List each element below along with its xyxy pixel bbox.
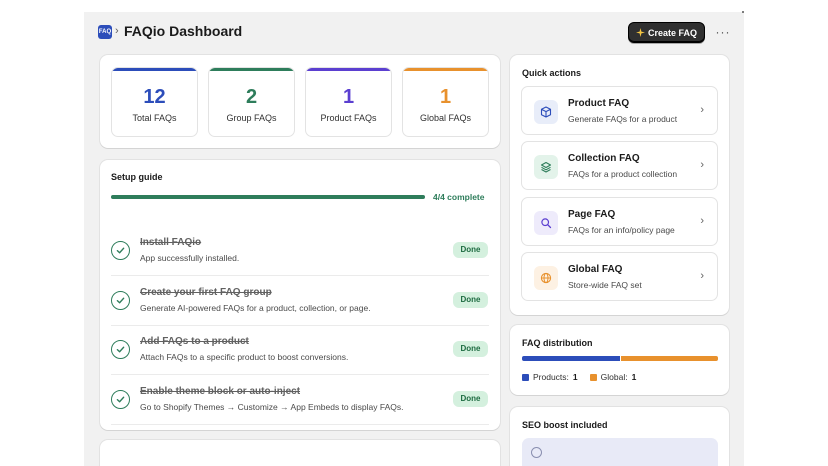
decorative-dot	[742, 11, 744, 13]
globe-icon	[534, 266, 558, 290]
divider	[111, 325, 489, 326]
app-frame: FAQ › FAQio Dashboard Create FAQ ··· 12 …	[84, 12, 744, 466]
box-icon	[534, 100, 558, 124]
stat-value: 12	[143, 86, 166, 108]
info-icon	[531, 447, 542, 458]
stats-card: 12 Total FAQs 2 Group FAQs 1 Product FAQ…	[100, 55, 500, 148]
quick-action-collection-faq[interactable]: Collection FAQ FAQs for a product collec…	[521, 141, 718, 190]
create-faq-label: Create FAQ	[647, 27, 698, 38]
next-card	[100, 440, 500, 466]
setup-guide-card: Setup guide 4/4 complete Install FAQio A…	[100, 160, 500, 430]
check-circle-icon	[111, 241, 130, 260]
distribution-segment-global	[620, 356, 718, 361]
quick-action-description: FAQs for an info/policy page	[568, 225, 675, 235]
setup-step[interactable]: Add FAQs to a product Attach FAQs to a s…	[111, 325, 489, 375]
legend-value: 1	[572, 372, 578, 382]
setup-step-title: Add FAQs to a product	[140, 336, 249, 347]
setup-progress-label: 4/4 complete	[433, 192, 485, 202]
app-logo-icon: FAQ	[98, 25, 112, 39]
stat-label: Total FAQs	[132, 113, 177, 123]
status-badge: Done	[453, 341, 488, 357]
check-circle-icon	[111, 340, 130, 359]
check-circle-icon	[111, 390, 130, 409]
legend-label: Products:	[533, 372, 569, 382]
top-bar: FAQ › FAQio Dashboard Create FAQ ···	[84, 12, 744, 52]
setup-progress-fill	[111, 195, 425, 199]
stat-accent-bar	[306, 68, 391, 71]
legend-label: Global:	[600, 372, 628, 382]
more-actions-button[interactable]: ···	[715, 25, 731, 39]
distribution-segment-products	[522, 356, 620, 361]
quick-action-description: FAQs for a product collection	[568, 169, 678, 179]
create-faq-button[interactable]: Create FAQ	[628, 22, 705, 43]
quick-action-name: Product FAQ	[568, 98, 630, 109]
quick-action-description: Store-wide FAQ set	[568, 280, 642, 290]
setup-progress-bar	[111, 195, 425, 199]
stat-label: Global FAQs	[419, 113, 472, 123]
stat-global-faqs: 1 Global FAQs	[402, 67, 489, 137]
chevron-right-icon: ›	[700, 270, 704, 282]
quick-action-global-faq[interactable]: Global FAQ Store-wide FAQ set ›	[521, 252, 718, 301]
stat-accent-bar	[209, 68, 294, 71]
layers-icon	[534, 155, 558, 179]
setup-step[interactable]: Install FAQio App successfully installed…	[111, 226, 489, 276]
seo-boost-card: SEO boost included	[510, 407, 729, 466]
faq-distribution-card: FAQ distribution Products: 1 Global: 1	[510, 325, 729, 395]
stat-label: Group FAQs	[226, 113, 277, 123]
quick-action-name: Global FAQ	[568, 264, 623, 275]
stat-value: 1	[439, 86, 452, 108]
quick-action-name: Collection FAQ	[568, 153, 640, 164]
faq-distribution-title: FAQ distribution	[522, 338, 593, 348]
stat-value: 1	[342, 86, 355, 108]
chevron-right-icon: ›	[700, 159, 704, 171]
stat-total-faqs: 12 Total FAQs	[111, 67, 198, 137]
setup-step-description: Generate AI-powered FAQs for a product, …	[140, 303, 371, 313]
stat-product-faqs: 1 Product FAQs	[305, 67, 392, 137]
setup-step[interactable]: Enable theme block or auto-inject Go to …	[111, 375, 489, 425]
setup-step-title: Create your first FAQ group	[140, 287, 272, 298]
seo-boost-title: SEO boost included	[522, 420, 608, 430]
stat-accent-bar	[112, 68, 197, 71]
legend-swatch	[522, 373, 529, 381]
divider	[111, 275, 489, 276]
divider	[111, 424, 489, 425]
chevron-right-icon: ›	[700, 104, 704, 116]
legend-swatch	[589, 373, 597, 381]
sparkle-icon	[635, 28, 645, 37]
check-circle-icon	[111, 291, 130, 310]
setup-step-description: App successfully installed.	[140, 253, 240, 263]
legend-item-global: Global: 1	[589, 372, 637, 382]
setup-step-description: Go to Shopify Themes → Customize → App E…	[140, 402, 404, 412]
stat-label: Product FAQs	[320, 113, 377, 123]
status-badge: Done	[453, 292, 488, 308]
stat-group-faqs: 2 Group FAQs	[208, 67, 295, 137]
legend-item-products: Products: 1	[522, 372, 578, 382]
breadcrumb-chevron-icon: ›	[115, 25, 119, 37]
seo-info-panel	[522, 438, 718, 466]
quick-actions-card: Quick actions Product FAQ Generate FAQs …	[510, 55, 729, 315]
divider	[111, 374, 489, 375]
setup-guide-title: Setup guide	[111, 172, 163, 182]
search-icon	[534, 211, 558, 235]
quick-action-description: Generate FAQs for a product	[568, 114, 678, 124]
quick-action-page-faq[interactable]: Page FAQ FAQs for an info/policy page ›	[521, 197, 718, 246]
stat-accent-bar	[403, 68, 488, 71]
legend-value: 1	[631, 372, 637, 382]
page-title: FAQio Dashboard	[124, 23, 243, 39]
quick-actions-title: Quick actions	[522, 68, 582, 78]
distribution-legend: Products: 1 Global: 1	[522, 372, 636, 382]
quick-action-name: Page FAQ	[568, 209, 616, 220]
status-badge: Done	[453, 391, 488, 407]
setup-step-title: Enable theme block or auto-inject	[140, 386, 301, 397]
chevron-right-icon: ›	[700, 215, 704, 227]
setup-step[interactable]: Create your first FAQ group Generate AI-…	[111, 276, 489, 326]
quick-action-product-faq[interactable]: Product FAQ Generate FAQs for a product …	[521, 86, 718, 135]
setup-step-description: Attach FAQs to a specific product to boo…	[140, 352, 349, 362]
distribution-bar	[522, 356, 718, 361]
status-badge: Done	[453, 242, 488, 258]
setup-step-title: Install FAQio	[140, 237, 202, 248]
stat-value: 2	[245, 86, 258, 108]
